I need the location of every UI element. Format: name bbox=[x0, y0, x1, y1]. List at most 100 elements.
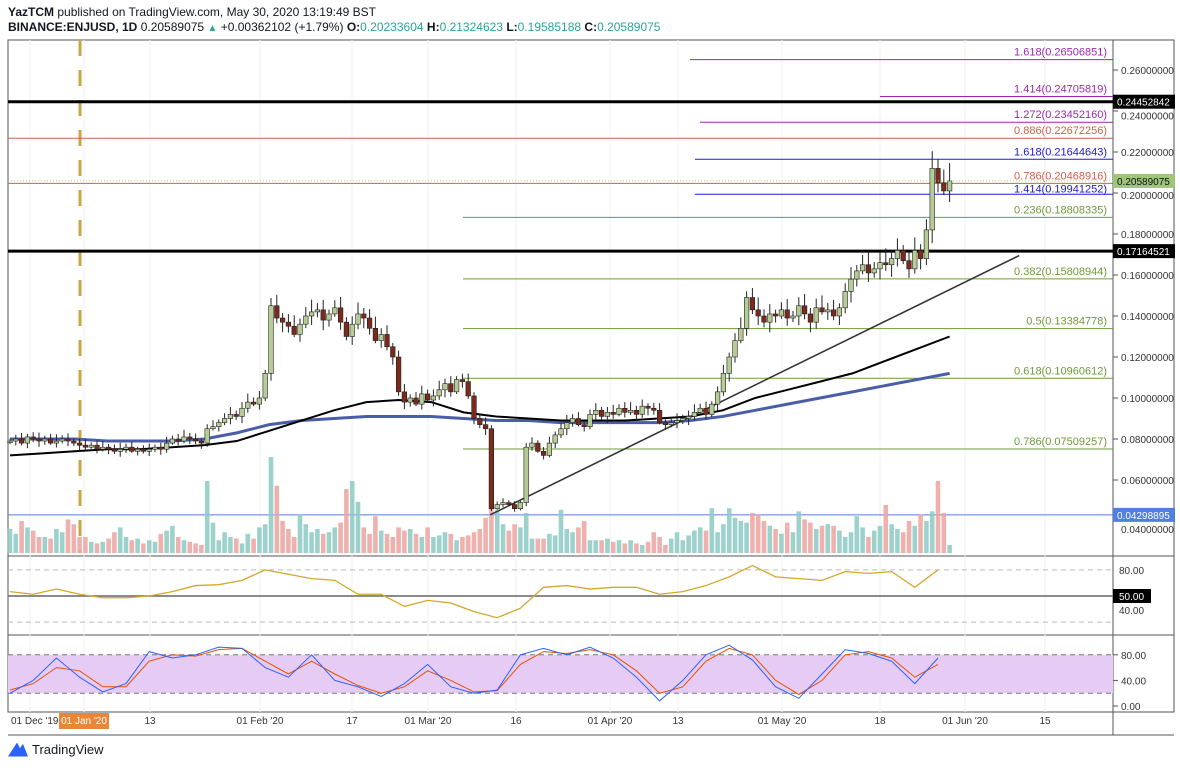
candle-body bbox=[825, 309, 831, 313]
price-tick-label: 0.16000000 bbox=[1121, 271, 1174, 282]
low-label: L: bbox=[506, 20, 518, 34]
volume-bar bbox=[204, 481, 210, 553]
candle-body bbox=[42, 438, 48, 442]
volume-bar bbox=[564, 529, 570, 553]
candle-body bbox=[146, 448, 152, 452]
candle-body bbox=[732, 340, 738, 358]
volume-bar bbox=[274, 485, 280, 553]
candle-body bbox=[181, 436, 187, 442]
volume-bar bbox=[726, 508, 732, 553]
volume-bar bbox=[326, 532, 332, 553]
volume-bar bbox=[651, 532, 657, 553]
volume-bar bbox=[30, 530, 36, 553]
time-tick-label: 13 bbox=[144, 716, 156, 727]
volume-bar bbox=[59, 532, 65, 553]
volume-bar bbox=[402, 530, 407, 553]
volume-bar bbox=[117, 527, 123, 553]
candle-body bbox=[424, 393, 431, 401]
candle-body bbox=[575, 418, 581, 425]
candle-body bbox=[47, 438, 54, 444]
candle-body bbox=[917, 250, 924, 259]
volume-bar bbox=[634, 543, 639, 553]
volume-bar bbox=[158, 533, 164, 553]
volume-bar bbox=[257, 527, 262, 553]
price-tick-label: 0.20000000 bbox=[1121, 191, 1174, 202]
volume-bar bbox=[361, 527, 367, 553]
volume-bar bbox=[88, 541, 94, 553]
symbol[interactable]: BINANCE:ENJUSD, 1D bbox=[8, 20, 138, 34]
candle-body bbox=[778, 309, 784, 317]
volume-bar bbox=[228, 537, 233, 553]
price-level-tag-text: 0.04298895 bbox=[1117, 511, 1170, 522]
candle-body bbox=[407, 397, 413, 403]
candle-body bbox=[755, 309, 761, 317]
candle-body bbox=[239, 407, 245, 417]
volume-bar bbox=[442, 532, 448, 553]
volume-bar bbox=[94, 543, 100, 553]
author[interactable]: YazTCM bbox=[8, 5, 55, 19]
candle-body bbox=[888, 258, 895, 266]
price-tick-label: 0.22000000 bbox=[1121, 148, 1174, 159]
stoch-k-line bbox=[9, 644, 939, 702]
close-value: 0.20589075 bbox=[597, 20, 661, 34]
volume-bar bbox=[645, 541, 651, 553]
volume-bar bbox=[622, 543, 628, 553]
volume-bar bbox=[77, 537, 82, 553]
fib-level-label: 0.886(0.22672256) bbox=[1014, 125, 1107, 137]
candle-body bbox=[767, 313, 773, 323]
last-price: 0.20589075 bbox=[140, 20, 205, 34]
candle-body bbox=[871, 268, 877, 274]
time-tick-label: 18 bbox=[874, 716, 886, 727]
volume-bar bbox=[663, 545, 668, 553]
fib-level-label: 0.236(0.18808335) bbox=[1014, 204, 1107, 216]
candle-body bbox=[285, 321, 292, 327]
volume-bar bbox=[854, 516, 860, 553]
volume-bar bbox=[593, 540, 599, 553]
volume-bar bbox=[413, 533, 419, 553]
volume-bar bbox=[761, 521, 767, 553]
candle-body bbox=[419, 393, 425, 405]
volume-bar bbox=[779, 533, 784, 553]
candle-body bbox=[117, 448, 123, 452]
time-tick-label: 01 May '20 bbox=[758, 716, 807, 727]
candle-body bbox=[384, 334, 390, 348]
fib-level-label: 1.414(0.24705819) bbox=[1014, 84, 1107, 96]
stoch-tick-label: 40.00 bbox=[1121, 676, 1146, 687]
volume-bar bbox=[344, 489, 349, 553]
volume-bar bbox=[100, 541, 106, 553]
stoch-tick-label: 0.00 bbox=[1121, 702, 1141, 713]
candle-body bbox=[378, 334, 384, 341]
candle-body bbox=[175, 438, 181, 442]
candle-body bbox=[274, 305, 280, 319]
candle-body bbox=[227, 414, 234, 419]
volume-bar bbox=[512, 524, 517, 553]
volume-bar bbox=[407, 529, 413, 553]
volume-bar bbox=[419, 537, 425, 553]
candle-body bbox=[552, 434, 558, 444]
time-tick-label: 01 Mar '20 bbox=[405, 716, 452, 727]
candle-body bbox=[297, 323, 303, 335]
price-tick-label: 0.04000000 bbox=[1121, 525, 1174, 536]
volume-bar bbox=[355, 501, 361, 553]
candle-body bbox=[482, 424, 489, 430]
high-value: 0.21324623 bbox=[439, 20, 503, 34]
candle-body bbox=[30, 436, 36, 440]
tradingview-logo[interactable]: TradingView bbox=[8, 742, 104, 757]
volume-bar bbox=[193, 543, 198, 553]
candle-body bbox=[877, 262, 883, 270]
volume-bar bbox=[332, 527, 338, 553]
price-tick-label: 0.08000000 bbox=[1121, 435, 1174, 446]
candle-body bbox=[18, 438, 25, 444]
volume-bar bbox=[929, 511, 935, 553]
candle-body bbox=[488, 428, 495, 509]
volume-bar bbox=[547, 533, 552, 553]
candle-body bbox=[633, 409, 639, 415]
chart-frame bbox=[7, 39, 1175, 713]
stoch-band-fill bbox=[8, 654, 1113, 694]
candle-body bbox=[442, 383, 448, 391]
candle-body bbox=[784, 309, 790, 319]
volume-bar bbox=[784, 522, 790, 553]
trendline bbox=[489, 254, 1020, 516]
candle-body bbox=[714, 391, 721, 405]
